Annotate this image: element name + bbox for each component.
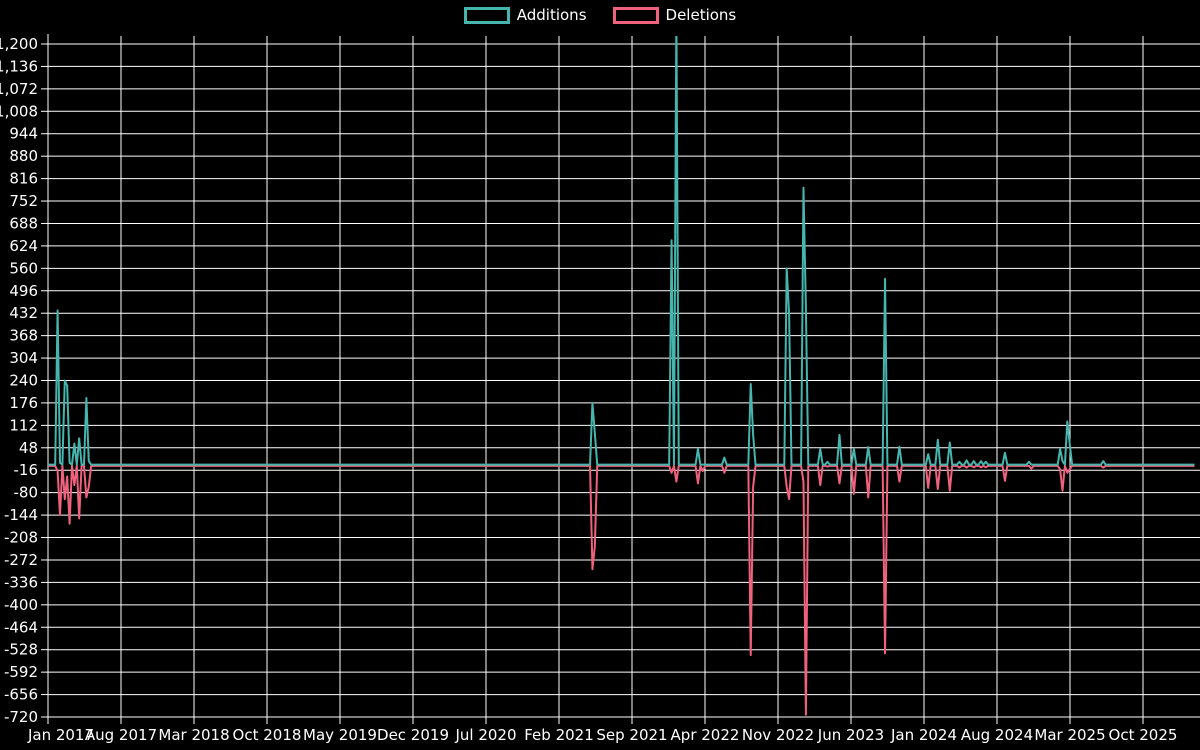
x-tick-label: Mar 2018 [158, 726, 229, 744]
y-tick-label: 1,136 [0, 57, 38, 75]
x-tick-label: Nov 2022 [742, 726, 814, 744]
y-tick-label: 880 [9, 147, 38, 165]
x-tick-label: Sep 2021 [596, 726, 667, 744]
legend-item-additions[interactable]: Additions [463, 6, 587, 24]
y-tick-label: 368 [9, 327, 38, 345]
y-tick-label: 304 [9, 349, 38, 367]
x-tick-label: Aug 2024 [961, 726, 1033, 744]
additions-swatch-icon [463, 7, 510, 24]
x-tick-label: Apr 2022 [671, 726, 740, 744]
x-tick-label: May 2019 [303, 726, 377, 744]
y-tick-label: 1,072 [0, 80, 38, 98]
x-tick-label: Jun 2023 [817, 726, 884, 744]
y-tick-label: -464 [4, 618, 38, 636]
y-tick-label: 560 [9, 259, 38, 277]
y-tick-label: -592 [4, 663, 38, 681]
legend-label-deletions: Deletions [665, 6, 737, 24]
y-tick-label: -16 [14, 461, 39, 479]
y-tick-label: 240 [9, 372, 38, 390]
additions-line [48, 36, 1195, 466]
y-tick-label: 944 [9, 125, 38, 143]
y-tick-label: 1,200 [0, 35, 38, 53]
deletions-swatch-icon [612, 7, 659, 24]
x-tick-label: Jul 2020 [454, 726, 516, 744]
x-tick-label: Jan 2024 [890, 726, 957, 744]
y-tick-label: -336 [4, 573, 38, 591]
y-tick-label: -656 [4, 686, 38, 704]
y-tick-label: 816 [9, 170, 38, 188]
y-tick-label: 688 [9, 214, 38, 232]
y-tick-label: 112 [9, 416, 38, 434]
y-tick-label: -720 [4, 708, 38, 726]
y-tick-label: 1,008 [0, 102, 38, 120]
deletions-line [48, 464, 1195, 716]
y-tick-label: -528 [4, 641, 38, 659]
y-tick-label: -208 [4, 529, 38, 547]
legend: Additions Deletions [0, 7, 1200, 24]
y-tick-label: 624 [9, 237, 38, 255]
y-tick-label: -144 [4, 506, 38, 524]
y-tick-label: 176 [9, 394, 38, 412]
y-tick-label: -80 [14, 484, 39, 502]
x-tick-label: Mar 2025 [1034, 726, 1105, 744]
x-tick-label: Dec 2019 [377, 726, 449, 744]
x-tick-label: Oct 2025 [1109, 726, 1178, 744]
y-tick-label: -400 [4, 596, 38, 614]
x-tick-label: Oct 2018 [233, 726, 302, 744]
y-tick-label: 48 [19, 439, 38, 457]
x-tick-label: Jan 2017 [27, 726, 94, 744]
y-tick-label: 432 [9, 304, 38, 322]
legend-label-additions: Additions [516, 6, 587, 24]
y-tick-label: -272 [4, 551, 38, 569]
x-tick-label: Feb 2021 [524, 726, 594, 744]
x-tick-label: Aug 2017 [85, 726, 157, 744]
y-tick-label: 752 [9, 192, 38, 210]
legend-item-deletions[interactable]: Deletions [612, 6, 737, 24]
y-tick-label: 496 [9, 282, 38, 300]
